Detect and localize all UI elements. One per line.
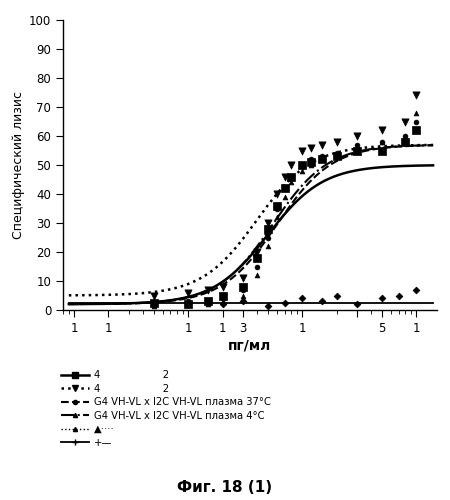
- Point: [239, 274, 246, 282]
- X-axis label: пг/мл: пг/мл: [228, 339, 271, 353]
- Point: [150, 292, 158, 300]
- Point: [264, 302, 271, 310]
- Point: [402, 138, 409, 146]
- Point: [184, 298, 192, 306]
- Point: [239, 292, 246, 300]
- Point: [219, 294, 226, 302]
- Point: [205, 286, 212, 294]
- Point: [219, 283, 226, 291]
- Point: [413, 92, 420, 100]
- Legend: 4                    2, 4                    2, G4 VH-VL x I2C VH-VL плазма 37°C: 4 2, 4 2, G4 VH-VL x I2C VH-VL плазма 37…: [61, 370, 270, 448]
- Point: [299, 294, 306, 302]
- Point: [333, 138, 340, 146]
- Point: [402, 132, 409, 140]
- Point: [239, 298, 246, 306]
- Point: [184, 300, 192, 308]
- Point: [402, 132, 409, 140]
- Point: [378, 138, 386, 146]
- Point: [353, 300, 360, 308]
- Point: [288, 178, 295, 186]
- Point: [184, 300, 192, 308]
- Point: [319, 155, 326, 163]
- Point: [281, 298, 288, 306]
- Point: [150, 300, 158, 308]
- Point: [333, 150, 340, 158]
- Point: [150, 298, 158, 306]
- Point: [219, 298, 226, 306]
- Point: [299, 161, 306, 169]
- Point: [402, 118, 409, 126]
- Point: [264, 234, 271, 241]
- Point: [150, 302, 158, 310]
- Point: [219, 292, 226, 300]
- Point: [378, 138, 386, 146]
- Point: [378, 126, 386, 134]
- Point: [299, 146, 306, 154]
- Point: [353, 144, 360, 152]
- Point: [281, 184, 288, 192]
- Point: [413, 118, 420, 126]
- Point: [299, 161, 306, 169]
- Point: [264, 242, 271, 250]
- Point: [184, 288, 192, 296]
- Point: [333, 152, 340, 160]
- Text: Фиг. 18 (1): Фиг. 18 (1): [177, 480, 273, 495]
- Point: [299, 167, 306, 175]
- Point: [333, 152, 340, 160]
- Point: [239, 286, 246, 294]
- Point: [288, 172, 295, 180]
- Point: [319, 152, 326, 160]
- Point: [308, 144, 315, 152]
- Point: [239, 283, 246, 291]
- Point: [308, 161, 315, 169]
- Point: [150, 298, 158, 306]
- Point: [319, 140, 326, 148]
- Point: [264, 225, 271, 233]
- Point: [253, 248, 261, 256]
- Point: [378, 146, 386, 154]
- Point: [413, 286, 420, 294]
- Point: [273, 213, 280, 221]
- Point: [281, 172, 288, 180]
- Point: [253, 254, 261, 262]
- Point: [319, 155, 326, 163]
- Point: [273, 202, 280, 209]
- Point: [264, 219, 271, 227]
- Point: [273, 204, 280, 212]
- Point: [205, 298, 212, 306]
- Point: [219, 300, 226, 308]
- Point: [308, 158, 315, 166]
- Point: [205, 300, 212, 308]
- Point: [353, 140, 360, 148]
- Point: [413, 126, 420, 134]
- Point: [353, 146, 360, 154]
- Point: [281, 184, 288, 192]
- Point: [353, 132, 360, 140]
- Point: [395, 292, 402, 300]
- Point: [413, 109, 420, 117]
- Point: [253, 262, 261, 270]
- Point: [253, 271, 261, 279]
- Point: [205, 298, 212, 306]
- Point: [273, 190, 280, 198]
- Point: [319, 298, 326, 306]
- Point: [378, 294, 386, 302]
- Point: [281, 193, 288, 201]
- Point: [288, 172, 295, 180]
- Point: [308, 155, 315, 163]
- Point: [333, 292, 340, 300]
- Point: [184, 300, 192, 308]
- Y-axis label: Специфический лизис: Специфический лизис: [12, 91, 25, 239]
- Point: [288, 161, 295, 169]
